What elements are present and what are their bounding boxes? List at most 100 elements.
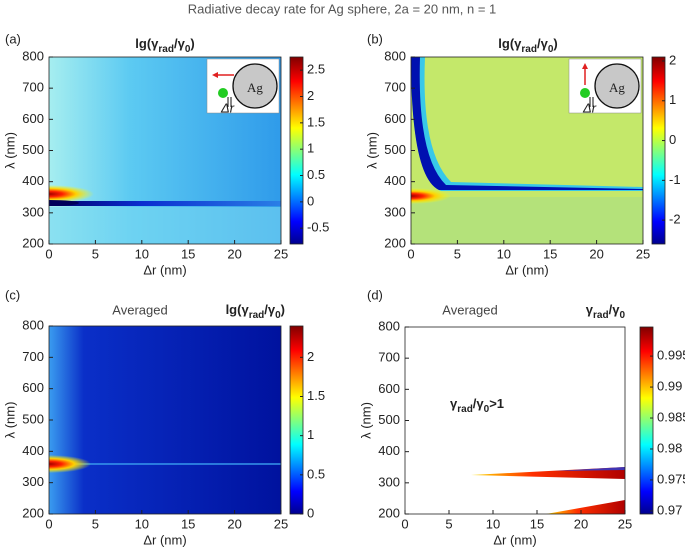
x-tick-label: 5 [92, 516, 99, 531]
x-axis-label: Δr (nm) [143, 262, 186, 277]
x-tick-label: 10 [135, 516, 149, 531]
inset-gap: Δr [582, 100, 597, 115]
y-tick-label: 300 [22, 474, 44, 489]
x-tick-label: 25 [274, 246, 288, 261]
x-tick-label: 0 [45, 516, 52, 531]
y-tick-label: 600 [384, 111, 406, 126]
colorbar-tick-label: 0.975 [657, 471, 685, 486]
colorbar-title-part: ) [553, 36, 557, 51]
region-label: γrad/γ0>1 [450, 396, 504, 414]
colorbar-title-part: /γ [264, 302, 276, 317]
annotation: Averaged [112, 302, 167, 317]
colorbar-title-part: ) [281, 302, 285, 317]
x-axis-label: Δr (nm) [505, 262, 548, 277]
panel-label: (d) [367, 287, 383, 302]
x-tick-label: 5 [445, 516, 452, 531]
region-label-part: γ [450, 396, 458, 411]
heatmap-field [405, 327, 625, 514]
colorbar-title-part: /γ [174, 36, 186, 51]
panel-label: (a) [5, 31, 21, 46]
colorbar-title-part: /γ [537, 36, 549, 51]
colorbar-tick-label: 0.98 [657, 440, 682, 455]
colorbar-title-part: lg(γ [498, 36, 522, 51]
y-tick-label: 700 [22, 349, 44, 364]
colorbar-title-part: rad [521, 44, 537, 55]
colorbar-tick-label: -1 [669, 172, 681, 187]
x-tick-label: 10 [135, 246, 149, 261]
y-tick-label: 500 [22, 411, 44, 426]
y-tick-label: 500 [384, 142, 406, 157]
colorbar-tick-label: 1.5 [307, 114, 325, 129]
figure-title: Radiative decay rate for Ag sphere, 2a =… [188, 1, 497, 16]
inset-gap: Δr [220, 100, 235, 115]
y-tick-label: 300 [384, 204, 406, 219]
colorbar [651, 56, 666, 245]
colorbar-title-part: rad [249, 310, 265, 321]
colorbar-tick-label: 2 [669, 52, 676, 67]
colorbar-title-part: /γ [609, 302, 621, 317]
y-tick-label: 800 [384, 48, 406, 63]
y-axis-label: λ (nm) [2, 402, 17, 439]
y-tick-label: 500 [22, 142, 44, 157]
panel-label: (c) [5, 287, 20, 302]
colorbar-title-part: 0 [275, 310, 281, 321]
colorbar-tick-label: 1 [669, 92, 676, 107]
heatmap-field [49, 326, 281, 514]
x-tick-label: 20 [574, 516, 588, 531]
colorbar-tick-label: 0.5 [307, 466, 325, 481]
x-tick-label: 25 [274, 516, 288, 531]
x-axis-label: Δr (nm) [143, 532, 186, 547]
colorbar-tick-label: 2.5 [307, 62, 325, 77]
y-tick-label: 800 [378, 318, 400, 333]
panel-label: (b) [367, 31, 383, 46]
x-tick-label: 20 [227, 516, 241, 531]
colorbar-title-part: rad [158, 44, 174, 55]
y-tick-label: 800 [22, 48, 44, 63]
y-tick-label: 700 [384, 80, 406, 95]
x-tick-label: 0 [45, 246, 52, 261]
y-tick-label: 300 [22, 204, 44, 219]
x-tick-label: 10 [497, 246, 511, 261]
x-tick-label: 20 [589, 246, 603, 261]
x-tick-label: 5 [92, 246, 99, 261]
colorbar-title-part: 0 [619, 310, 625, 321]
annotation: Averaged [442, 302, 497, 317]
inset-sphere: Ag [609, 80, 625, 95]
colorbar-title-part: 0 [548, 44, 554, 55]
x-tick-label: 15 [530, 516, 544, 531]
colorbar-tick-label: 0.985 [657, 409, 685, 424]
y-tick-label: 400 [378, 443, 400, 458]
x-tick-label: 10 [486, 516, 500, 531]
colorbar [289, 325, 304, 515]
y-tick-label: 600 [378, 381, 400, 396]
colorbar-tick-label: -2 [669, 212, 681, 227]
colorbar-title: lg(γrad/γ0) [135, 36, 194, 54]
colorbar-title-part: rad [593, 310, 609, 321]
x-tick-label: 15 [181, 246, 195, 261]
region-label-part: >1 [489, 396, 504, 411]
colorbar-title-part: lg(γ [135, 36, 159, 51]
y-tick-label: 200 [22, 235, 44, 250]
x-tick-label: 0 [407, 246, 414, 261]
colorbar-title: lg(γrad/γ0) [498, 36, 557, 54]
x-tick-label: 15 [543, 246, 557, 261]
y-tick-label: 600 [22, 111, 44, 126]
y-tick-label: 300 [378, 474, 400, 489]
y-tick-label: 200 [22, 505, 44, 520]
colorbar-tick-label: 0 [307, 193, 314, 208]
y-tick-label: 400 [384, 173, 406, 188]
colorbar [639, 326, 654, 515]
colorbar [289, 56, 304, 245]
colorbar-tick-label: 0 [307, 505, 314, 520]
y-axis-label: λ (nm) [358, 402, 373, 439]
x-tick-label: 5 [454, 246, 461, 261]
colorbar-tick-label: 0 [669, 132, 676, 147]
y-tick-label: 500 [378, 412, 400, 427]
inset-sphere: Ag [247, 80, 263, 95]
colorbar-tick-label: 0.995 [657, 348, 685, 363]
colorbar-title-part: ) [190, 36, 194, 51]
y-tick-label: 800 [22, 317, 44, 332]
y-tick-label: 600 [22, 380, 44, 395]
colorbar-title-part: γ [586, 302, 594, 317]
